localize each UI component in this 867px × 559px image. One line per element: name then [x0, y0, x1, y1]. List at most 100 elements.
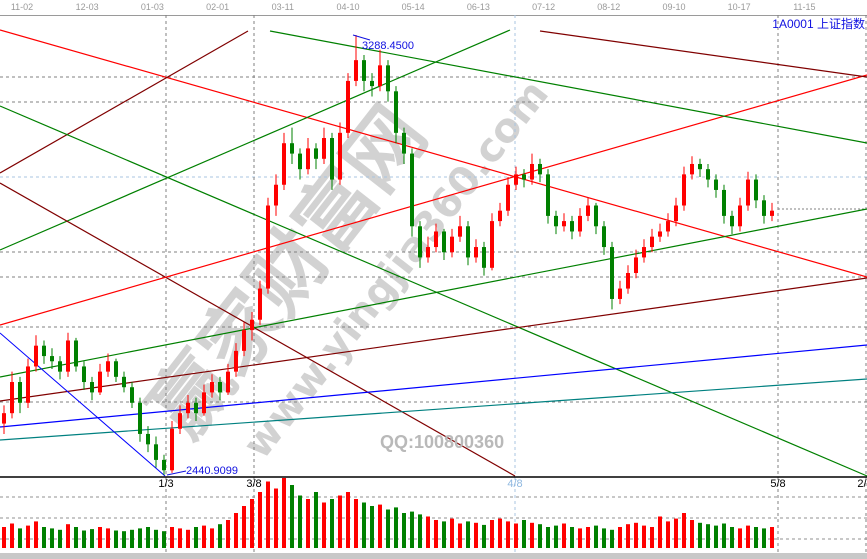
- candle: [138, 397, 142, 442]
- volume-bar: [26, 525, 30, 548]
- volume-bar: [138, 528, 142, 548]
- volume-bar: [634, 522, 638, 548]
- candle-body: [234, 350, 238, 372]
- candle-body: [434, 231, 438, 248]
- candle: [346, 73, 350, 139]
- volume-bar: [482, 524, 486, 548]
- volume-bar: [74, 527, 78, 548]
- volume-bar: [770, 527, 774, 548]
- candle: [162, 454, 166, 475]
- candle-body: [194, 402, 198, 414]
- candle: [34, 335, 38, 372]
- candle: [290, 127, 294, 164]
- candle-body: [666, 221, 670, 232]
- candle-body: [650, 236, 654, 248]
- candle: [282, 132, 286, 190]
- top-axis-label: 06-13: [466, 2, 490, 12]
- candle-body: [466, 226, 470, 258]
- volume-bar: [618, 527, 622, 548]
- candle: [2, 405, 6, 434]
- volume-bar: [730, 527, 734, 548]
- candle-body: [122, 376, 126, 388]
- top-axis-label: 04-10: [336, 2, 360, 12]
- candle: [706, 163, 710, 188]
- volume-bar: [738, 528, 742, 548]
- candle-body: [202, 392, 206, 414]
- candle: [226, 363, 230, 396]
- top-axis-label: 11-02: [10, 2, 34, 12]
- volume-bar: [706, 524, 710, 548]
- volume-bar: [522, 520, 526, 548]
- volume-bar: [50, 528, 54, 548]
- candle-body: [314, 148, 318, 159]
- candle: [274, 174, 278, 216]
- volume-bar: [666, 521, 670, 548]
- candle-body: [298, 153, 302, 170]
- volume-bar: [58, 529, 62, 548]
- volume-bar: [202, 525, 206, 548]
- gann-line: [269, 30, 867, 144]
- candle: [362, 54, 366, 92]
- candle-body: [658, 231, 662, 237]
- candle: [722, 184, 726, 224]
- volume-bar: [650, 527, 654, 548]
- horizontal-scrollbar[interactable]: [0, 553, 867, 559]
- volume-bar: [458, 523, 462, 548]
- candle-body: [146, 433, 150, 445]
- candle: [242, 322, 246, 357]
- candle-body: [90, 382, 94, 393]
- candle-body: [330, 138, 334, 180]
- candle-body: [362, 60, 366, 81]
- candle-body: [42, 345, 46, 357]
- volume-bar: [354, 499, 358, 548]
- volume-bar: [290, 485, 294, 548]
- candle: [594, 202, 598, 235]
- gann-line: [0, 30, 249, 174]
- candle-body: [130, 387, 134, 403]
- candle: [618, 280, 622, 305]
- bottom-axis-label: 2/: [857, 478, 867, 490]
- candle: [386, 60, 390, 102]
- gann-line: [0, 29, 867, 278]
- top-axis-label: 01-03: [140, 2, 164, 12]
- volume-bar: [298, 495, 302, 548]
- volume-bar: [682, 513, 686, 548]
- candle-body: [26, 366, 30, 403]
- volume-bar: [194, 527, 198, 548]
- candle: [666, 213, 670, 237]
- candle-body: [2, 413, 6, 424]
- candle-body: [410, 153, 414, 227]
- candle: [146, 426, 150, 453]
- symbol-title: 1A0001 上证指数: [772, 17, 865, 31]
- candle: [602, 221, 606, 255]
- candle-body: [530, 163, 534, 180]
- volume-bar: [402, 513, 406, 548]
- candle-body: [34, 345, 38, 367]
- volume-bar: [314, 492, 318, 548]
- volume-bar: [162, 531, 166, 548]
- gann-line: [0, 208, 867, 378]
- candle-body: [138, 402, 142, 434]
- volume-bar: [698, 522, 702, 548]
- candle: [466, 221, 470, 266]
- candle: [770, 202, 774, 222]
- candle: [218, 376, 222, 401]
- candle-body: [738, 205, 742, 227]
- volume-bar: [386, 509, 390, 548]
- candle-body: [290, 143, 294, 154]
- volume-bar: [762, 528, 766, 548]
- candle-body: [754, 179, 758, 201]
- top-axis-label: 08-12: [597, 2, 621, 12]
- volume-bar: [410, 511, 414, 548]
- candle-body: [282, 143, 286, 185]
- candle: [682, 166, 686, 211]
- top-axis-label: 10-17: [727, 2, 751, 12]
- candle-body: [634, 257, 638, 274]
- candle: [66, 332, 70, 377]
- candle-body: [514, 174, 518, 185]
- volume-bar: [186, 529, 190, 548]
- volume-bar: [18, 528, 22, 548]
- volume-bar: [130, 529, 134, 548]
